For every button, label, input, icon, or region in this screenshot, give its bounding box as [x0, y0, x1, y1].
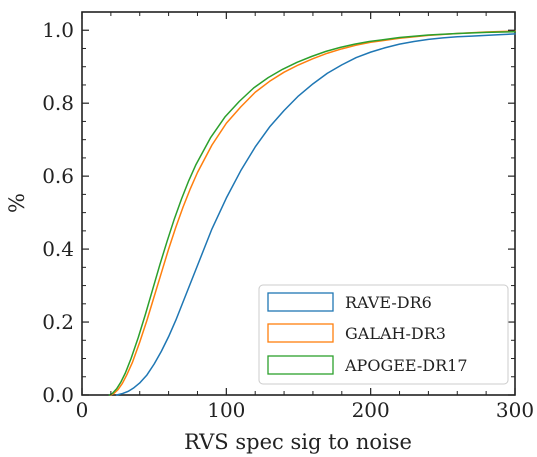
- legend-box: [258, 284, 509, 385]
- y-tick-label: 0.6: [42, 164, 74, 188]
- y-axis-title: %: [5, 193, 29, 213]
- legend-swatch-galah: [267, 323, 334, 343]
- legend: RAVE-DR6 GALAH-DR3 APOGEE-DR17: [258, 284, 509, 385]
- legend-entry-apogee: APOGEE-DR17: [267, 355, 468, 375]
- x-tick-label: 0: [76, 398, 89, 422]
- legend-label-rave: RAVE-DR6: [345, 293, 432, 312]
- series-line-apogee: [108, 30, 516, 396]
- x-tick-label: 200: [352, 398, 390, 422]
- legend-swatch-rave: [267, 292, 334, 312]
- series-layer: [108, 30, 516, 396]
- x-tick-label: 300: [496, 398, 534, 422]
- series-line-galah: [110, 30, 516, 396]
- legend-entry-galah: GALAH-DR3: [267, 323, 446, 343]
- y-tick-label: 0.8: [42, 91, 74, 115]
- legend-label-galah: GALAH-DR3: [345, 324, 446, 343]
- y-tick-label: 0.4: [42, 237, 74, 261]
- plot-frame: [81, 11, 516, 396]
- x-tick-label: 100: [207, 398, 245, 422]
- legend-entry-rave: RAVE-DR6: [267, 292, 432, 312]
- series-line-rave: [115, 33, 516, 396]
- tick-layer: 0 100 200 300 0.0 0.2 0.4 0.6 0.8 1.0: [42, 12, 534, 422]
- y-tick-label: 0.0: [42, 383, 74, 407]
- y-tick-label: 1.0: [42, 18, 74, 42]
- y-tick-label: 0.2: [42, 310, 74, 334]
- x-axis-title: RVS spec sig to noise: [184, 430, 412, 454]
- legend-label-apogee: APOGEE-DR17: [344, 356, 468, 375]
- legend-swatch-apogee: [267, 355, 334, 375]
- plot-area: 0 100 200 300 0.0 0.2 0.4 0.6 0.8 1.0: [42, 11, 534, 422]
